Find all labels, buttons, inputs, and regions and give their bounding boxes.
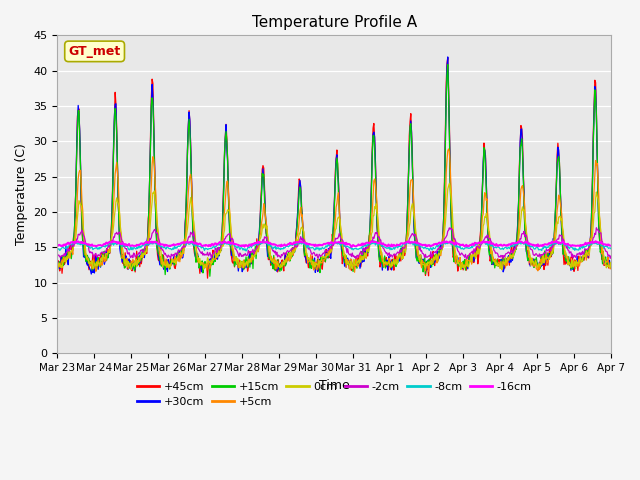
+15cm (63, 255, 71, 261)
X-axis label: Time: Time (319, 379, 349, 392)
+15cm (444, 61, 452, 67)
-8cm (403, 240, 411, 246)
+45cm (54, 267, 61, 273)
+45cm (403, 239, 410, 244)
0cm (418, 262, 426, 267)
Line: -8cm: -8cm (58, 240, 611, 251)
-8cm (120, 243, 128, 249)
Line: -2cm: -2cm (58, 228, 611, 259)
-16cm (348, 244, 355, 250)
+15cm (177, 253, 184, 259)
+5cm (607, 265, 615, 271)
-8cm (419, 245, 427, 251)
+45cm (607, 262, 615, 267)
-2cm (54, 253, 61, 259)
-16cm (419, 242, 427, 248)
+15cm (206, 274, 214, 279)
-16cm (120, 241, 128, 247)
-8cm (607, 246, 615, 252)
+30cm (403, 240, 410, 246)
-8cm (54, 247, 61, 252)
+30cm (63, 254, 71, 260)
+5cm (63, 256, 71, 262)
Line: +15cm: +15cm (58, 64, 611, 276)
+15cm (403, 239, 410, 244)
+5cm (54, 266, 61, 272)
+15cm (207, 263, 214, 269)
+5cm (177, 249, 184, 255)
+15cm (54, 268, 61, 274)
-8cm (177, 243, 184, 249)
+5cm (351, 269, 358, 275)
-2cm (593, 225, 600, 231)
-8cm (370, 238, 378, 243)
-16cm (403, 240, 411, 245)
0cm (445, 180, 453, 186)
+45cm (207, 260, 214, 266)
Y-axis label: Temperature (C): Temperature (C) (15, 144, 28, 245)
-2cm (120, 243, 128, 249)
+30cm (607, 264, 615, 270)
+45cm (444, 55, 452, 60)
+30cm (207, 256, 214, 262)
Line: +30cm: +30cm (58, 57, 611, 274)
-16cm (296, 238, 304, 244)
-16cm (206, 242, 214, 248)
0cm (206, 259, 214, 265)
0cm (63, 257, 71, 263)
+5cm (206, 266, 214, 272)
-8cm (242, 248, 250, 254)
+45cm (419, 261, 426, 266)
+5cm (120, 254, 128, 260)
Legend: +45cm, +30cm, +15cm, +5cm, 0cm, -2cm, -8cm, -16cm: +45cm, +30cm, +15cm, +5cm, 0cm, -2cm, -8… (132, 377, 536, 411)
Text: GT_met: GT_met (68, 45, 121, 58)
0cm (120, 260, 128, 266)
-16cm (63, 240, 71, 246)
+45cm (177, 252, 184, 257)
-8cm (63, 245, 71, 251)
-2cm (418, 248, 426, 253)
+5cm (403, 240, 410, 246)
-2cm (401, 242, 409, 248)
+5cm (445, 146, 452, 152)
Line: +45cm: +45cm (58, 58, 611, 278)
+30cm (54, 259, 61, 265)
Title: Temperature Profile A: Temperature Profile A (252, 15, 417, 30)
-2cm (177, 248, 184, 253)
+30cm (419, 258, 426, 264)
+15cm (120, 265, 128, 271)
+5cm (419, 257, 426, 263)
0cm (54, 259, 61, 265)
0cm (401, 250, 409, 255)
+30cm (88, 271, 95, 277)
0cm (498, 267, 506, 273)
-2cm (206, 250, 214, 255)
-16cm (54, 242, 61, 248)
Line: 0cm: 0cm (58, 183, 611, 270)
+15cm (419, 257, 426, 263)
Line: -16cm: -16cm (58, 241, 611, 247)
+45cm (204, 275, 211, 281)
Line: +5cm: +5cm (58, 149, 611, 272)
-2cm (63, 249, 71, 254)
-16cm (177, 240, 184, 246)
+30cm (122, 260, 129, 265)
+15cm (607, 260, 615, 266)
0cm (607, 264, 615, 270)
-8cm (206, 246, 214, 252)
-2cm (499, 256, 507, 262)
+30cm (177, 254, 185, 260)
+30cm (444, 54, 452, 60)
+45cm (120, 263, 128, 269)
0cm (177, 252, 184, 257)
+45cm (63, 257, 71, 263)
-16cm (607, 243, 615, 249)
-2cm (607, 253, 615, 259)
